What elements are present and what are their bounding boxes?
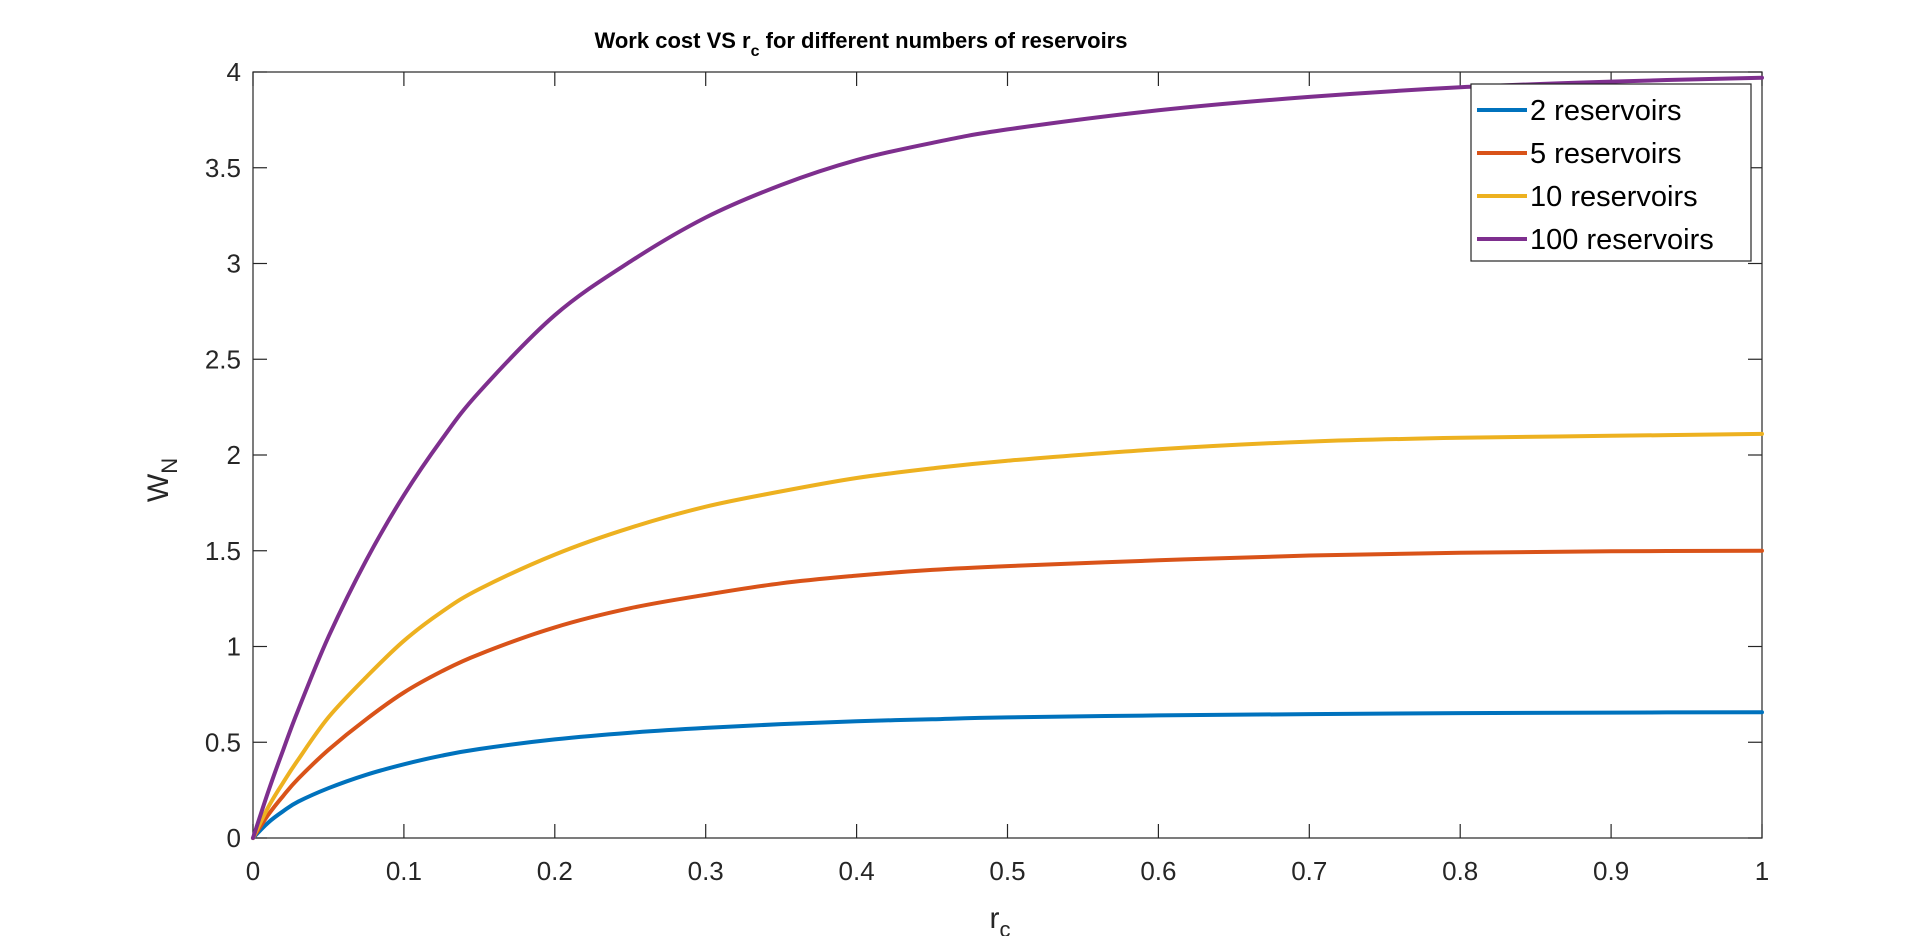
y-tick-label: 2 xyxy=(227,440,241,470)
x-tick-label: 1 xyxy=(1755,856,1769,886)
series-line-100-reservoirs xyxy=(251,75,1764,840)
y-tick-label: 4 xyxy=(227,57,241,87)
y-tick-label: 0 xyxy=(227,823,241,853)
chart-title-subscript: c xyxy=(751,43,760,60)
series-group xyxy=(251,75,1764,840)
y-axis-label-subscript: N xyxy=(157,458,182,474)
y-tick-label: 2.5 xyxy=(205,344,241,374)
x-axis-label: rc xyxy=(990,902,1011,936)
chart-title-main: Work cost VS r xyxy=(595,28,752,53)
legend: 2 reservoirs 5 reservoirs 10 reservoirs 100… xyxy=(1470,83,1752,262)
x-tick-label: 0.8 xyxy=(1442,856,1478,886)
x-axis: 0 0.1 0.2 0.3 0.4 0.5 0.6 0.7 0.8 0.9 1 xyxy=(246,72,1769,886)
series-line-2-reservoirs xyxy=(251,710,1764,840)
x-tick-label: 0.5 xyxy=(989,856,1025,886)
legend-label: 2 reservoirs xyxy=(1530,95,1682,127)
x-tick-label: 0.3 xyxy=(688,856,724,886)
series-line-10-reservoirs xyxy=(251,431,1764,840)
legend-label: 10 reservoirs xyxy=(1530,181,1698,213)
y-tick-label: 1 xyxy=(227,632,241,662)
legend-label: 5 reservoirs xyxy=(1530,138,1682,170)
y-tick-label: 3.5 xyxy=(205,153,241,183)
legend-box xyxy=(1470,83,1752,262)
series-line-5-reservoirs xyxy=(251,548,1764,840)
y-tick-label: 0.5 xyxy=(205,727,241,757)
x-tick-label: 0 xyxy=(246,856,260,886)
x-axis-label-main: r xyxy=(990,902,1000,935)
x-tick-label: 0.1 xyxy=(386,856,422,886)
x-tick-label: 0.4 xyxy=(839,856,875,886)
y-axis-label-main: W xyxy=(142,473,175,502)
chart-title: Work cost VS rc for different numbers of… xyxy=(595,28,1128,60)
y-axis: 0 0.5 1 1.5 2 2.5 3 3.5 4 xyxy=(205,57,1762,853)
x-tick-label: 0.7 xyxy=(1291,856,1327,886)
chart-title-suffix: for different numbers of reservoirs xyxy=(760,28,1128,53)
y-tick-label: 1.5 xyxy=(205,536,241,566)
legend-label: 100 reservoirs xyxy=(1530,224,1714,256)
x-tick-label: 0.6 xyxy=(1140,856,1176,886)
x-tick-label: 0.2 xyxy=(537,856,573,886)
y-tick-label: 3 xyxy=(227,249,241,279)
y-axis-label: WN xyxy=(142,458,182,502)
x-tick-label: 0.9 xyxy=(1593,856,1629,886)
x-axis-label-subscript: c xyxy=(1000,917,1011,936)
